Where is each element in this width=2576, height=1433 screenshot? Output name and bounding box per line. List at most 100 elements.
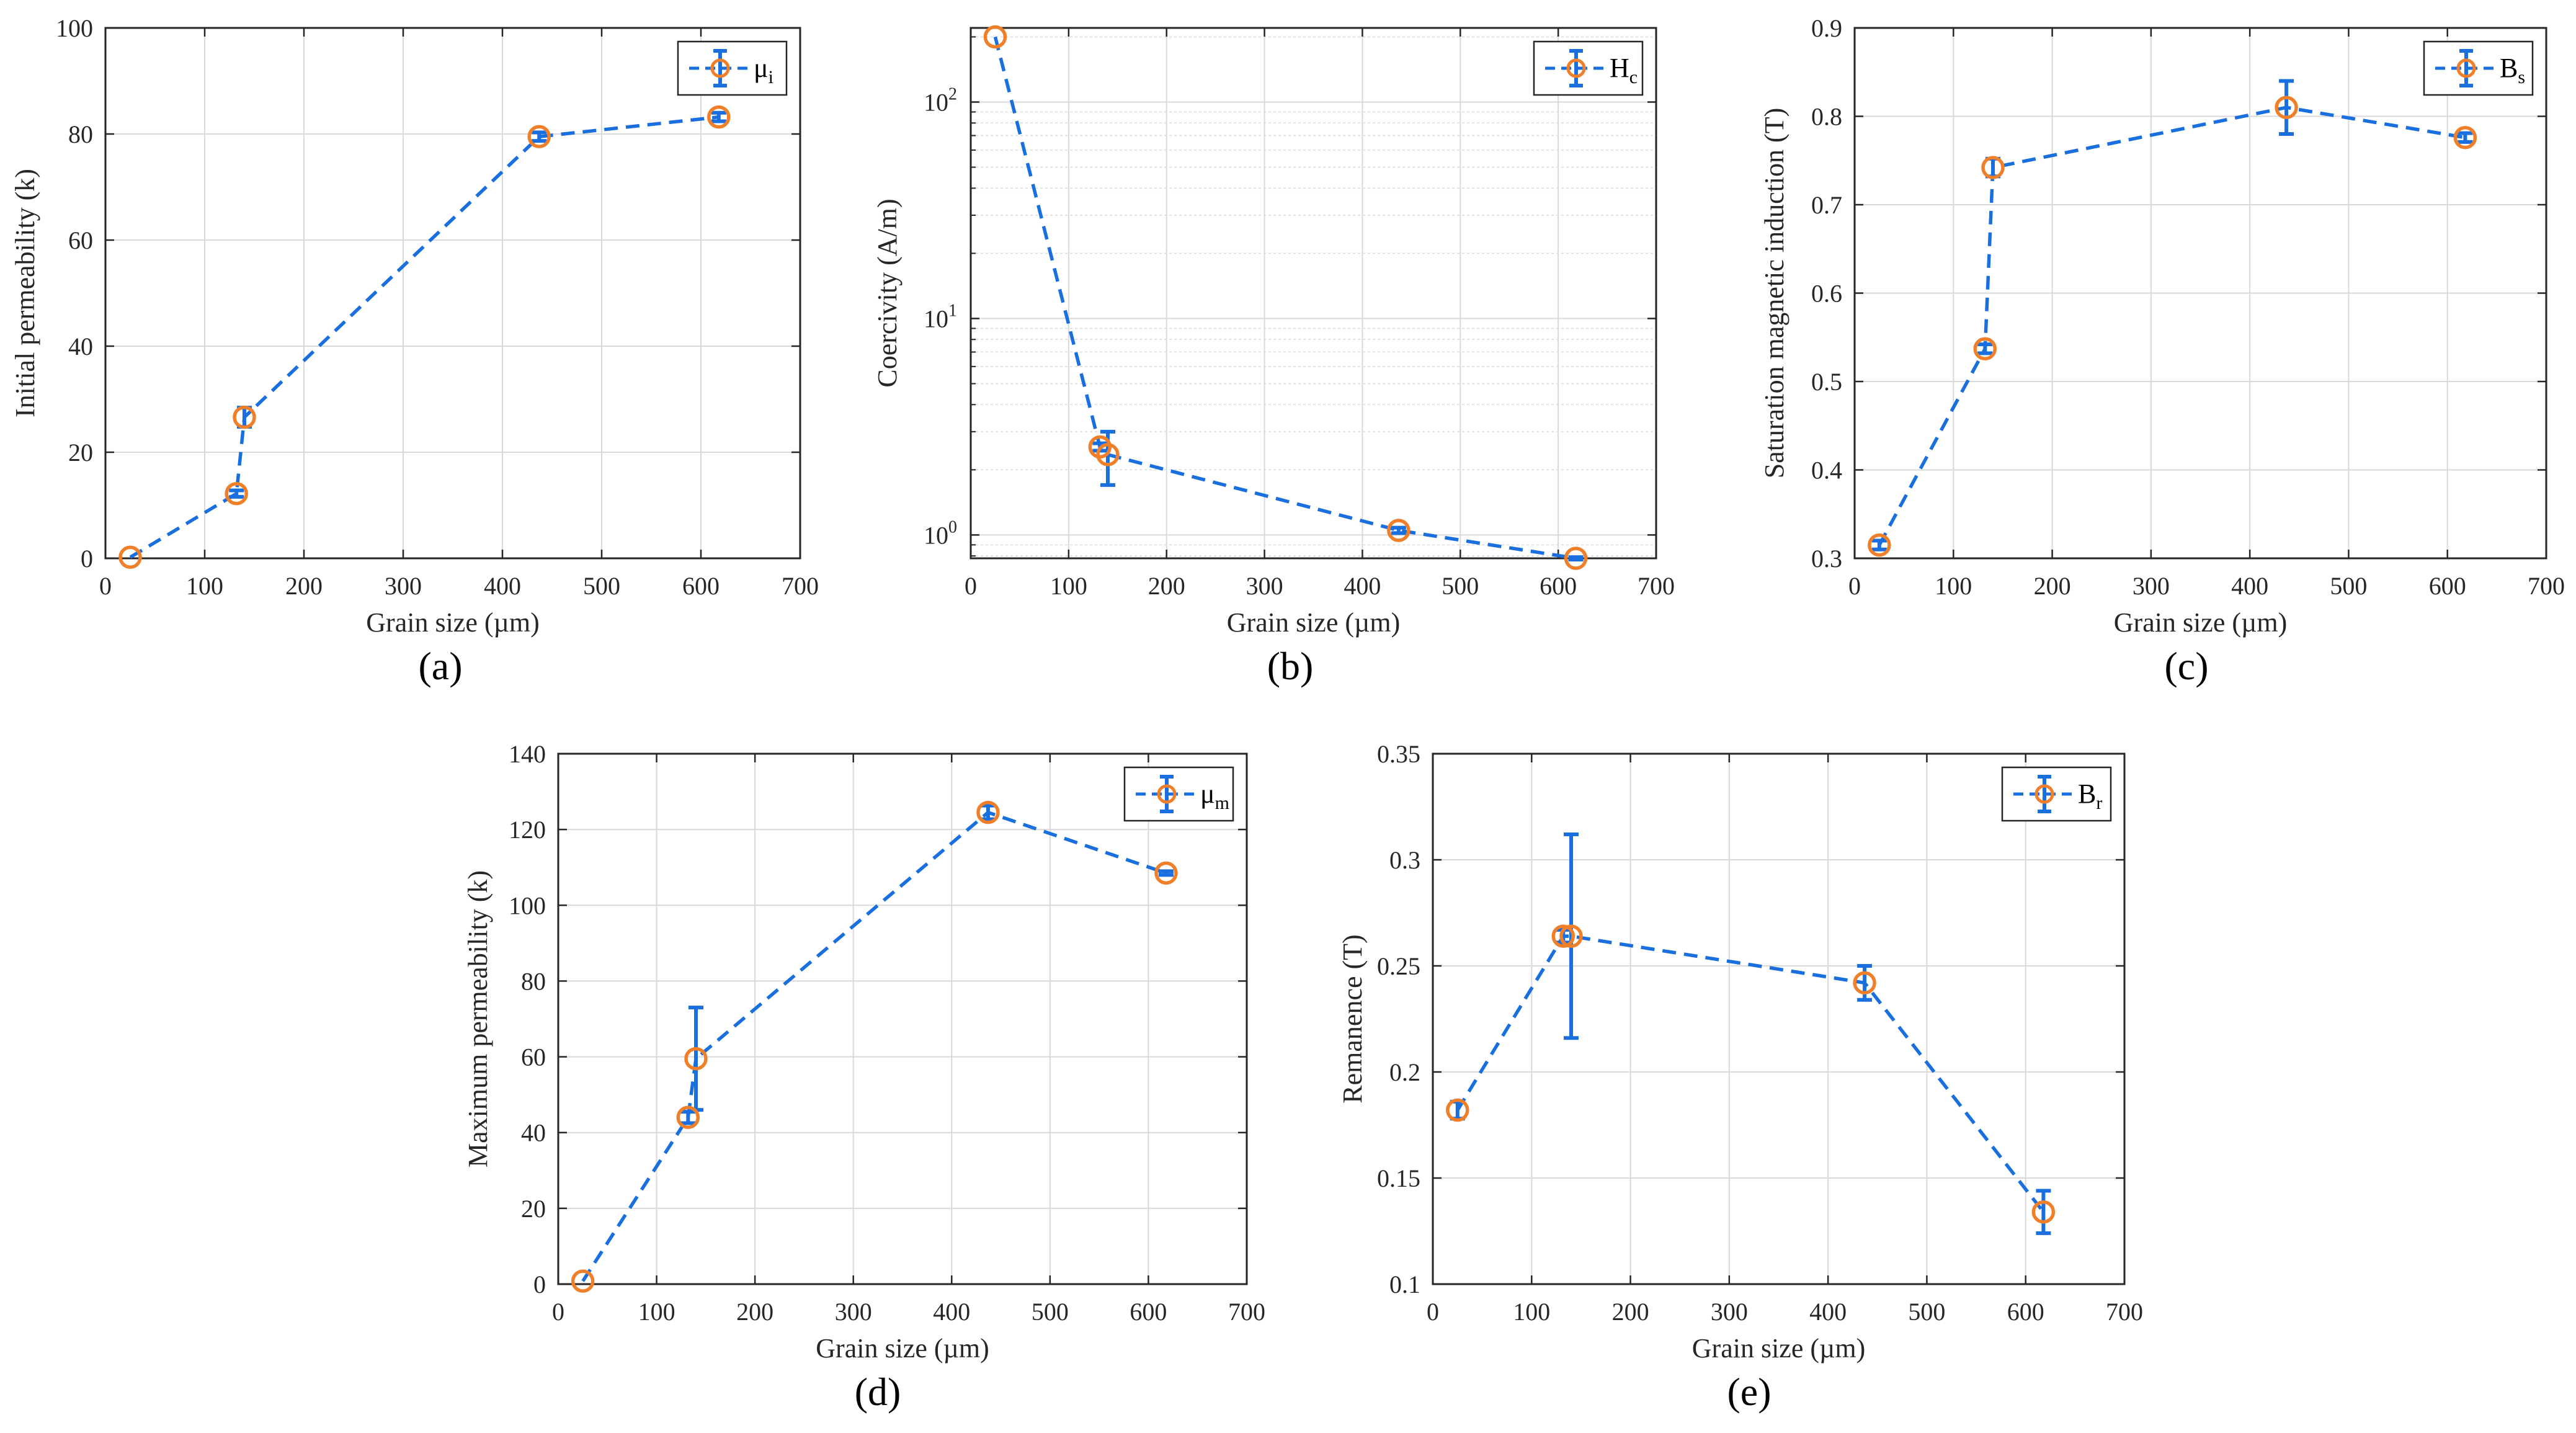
y-tick-label: 102	[924, 84, 957, 116]
error-bar	[711, 110, 726, 123]
legend-label-subscript: i	[769, 67, 773, 87]
x-tick-label: 100	[186, 572, 223, 600]
panel-label: (c)	[2164, 644, 2208, 688]
series-0	[983, 25, 1588, 570]
x-tick-label: 300	[385, 572, 422, 600]
legend-label: Hc	[1610, 53, 1638, 87]
series-0	[1868, 79, 2477, 557]
error-bar	[1871, 538, 1887, 551]
error-bar	[2036, 1189, 2051, 1235]
x-tick-label: 200	[1612, 1298, 1649, 1326]
y-tick-label: 101	[924, 301, 957, 333]
y-axis-ticks: 0 20 40 60 80 100	[56, 14, 800, 573]
legend-box	[677, 40, 788, 96]
panel-label: (b)	[1267, 644, 1314, 688]
legend-marker-sample	[2035, 784, 2054, 804]
y-tick-label: 40	[68, 333, 93, 360]
y-axis-label: Coercivity (A/m)	[872, 199, 902, 387]
x-tick-label: 200	[2034, 572, 2071, 600]
data-point	[1559, 924, 1583, 948]
x-tick-label: 600	[1540, 572, 1577, 600]
data-point	[118, 545, 142, 569]
series-line	[993, 36, 1576, 560]
y-tick-label-exponent: 1	[948, 301, 957, 320]
error-bar	[1568, 555, 1584, 561]
x-tick-label: 300	[835, 1298, 872, 1326]
data-point	[2031, 1200, 2056, 1224]
legend-label-base: μ	[1200, 779, 1215, 809]
y-tick-label: 140	[509, 740, 546, 768]
panel-d-chart: 0 100 200 300 400 500 600 700 0 20 40 60 80 100 120 140…	[463, 740, 1265, 1414]
x-tick-label: 600	[2007, 1298, 2044, 1326]
x-tick-label: 500	[1442, 572, 1479, 600]
y-tick-label: 40	[521, 1119, 546, 1147]
legend-label-subscript: s	[2518, 67, 2525, 87]
data-point	[1088, 435, 1112, 459]
y-tick-label: 0.5	[1811, 368, 1842, 396]
x-tick-label: 100	[1050, 572, 1087, 600]
x-axis-ticks: 0 100 200 300 400 500 600 700	[99, 28, 819, 600]
y-axis-ticks: 0.3 0.4 0.5 0.6 0.7 0.8 0.9	[1811, 14, 2546, 573]
error-bar	[1977, 342, 1993, 355]
x-tick-label: 600	[2429, 572, 2466, 600]
data-point	[707, 105, 731, 129]
data-point	[983, 25, 1007, 49]
x-axis-label: Grain size (µm)	[2114, 607, 2287, 638]
data-point	[1868, 533, 1891, 557]
error-bar	[1158, 869, 1174, 877]
x-tick-label: 600	[682, 572, 720, 600]
x-tick-label: 100	[1935, 572, 1972, 600]
legend-label-base: B	[2078, 779, 2096, 809]
x-tick-label: 700	[2106, 1298, 2143, 1326]
data-point	[571, 1269, 595, 1293]
x-tick-label: 400	[1344, 572, 1381, 600]
x-tick-label: 400	[1809, 1298, 1847, 1326]
x-tick-label: 0	[99, 572, 112, 600]
legend: μm	[1123, 766, 1234, 822]
y-tick-label-base: 10	[924, 305, 948, 333]
data-point	[1853, 971, 1876, 995]
series-0	[118, 105, 731, 569]
x-tick-label: 100	[638, 1298, 675, 1326]
x-tick-label: 300	[2133, 572, 2170, 600]
y-tick-label: 0.3	[1389, 846, 1420, 874]
legend: Br	[2001, 766, 2112, 822]
y-tick-label: 100	[509, 891, 546, 919]
data-point	[2453, 125, 2477, 150]
y-tick-label: 0.15	[1377, 1164, 1420, 1192]
panel-label: (a)	[418, 644, 462, 688]
legend-label-base: H	[1610, 53, 1629, 83]
x-tick-label: 0	[1427, 1298, 1439, 1326]
y-tick-label: 0.1	[1389, 1270, 1420, 1298]
x-tick-label: 700	[2528, 572, 2565, 600]
y-tick-label: 0	[533, 1270, 546, 1298]
axes-box	[557, 752, 1248, 1285]
x-tick-label: 700	[1228, 1298, 1265, 1326]
data-point	[1973, 337, 1997, 361]
legend-marker-sample	[710, 58, 730, 78]
data-point	[225, 481, 248, 506]
y-axis-label: Maximum permeability (k)	[463, 870, 493, 1167]
legend-marker-sample	[2456, 58, 2476, 78]
y-tick-label: 0.2	[1389, 1058, 1420, 1086]
y-tick-label: 60	[521, 1043, 546, 1071]
x-tick-label: 300	[1246, 572, 1283, 600]
y-tick-label: 20	[521, 1195, 546, 1223]
legend-label-subscript: c	[1629, 67, 1638, 87]
grid-lines	[970, 28, 1657, 558]
data-point	[2275, 96, 2298, 119]
legend-label-base: μ	[754, 53, 769, 83]
x-axis-ticks: 0 100 200 300 400 500 600 700	[965, 28, 1675, 600]
y-tick-label: 80	[521, 967, 546, 995]
panel-label: (e)	[1727, 1370, 1771, 1414]
legend: Bs	[2423, 40, 2534, 96]
y-tick-label: 0.9	[1811, 14, 1842, 42]
x-tick-label: 0	[552, 1298, 564, 1326]
data-point	[233, 405, 256, 429]
x-tick-label: 400	[2231, 572, 2268, 600]
y-tick-label: 0.35	[1377, 740, 1420, 768]
